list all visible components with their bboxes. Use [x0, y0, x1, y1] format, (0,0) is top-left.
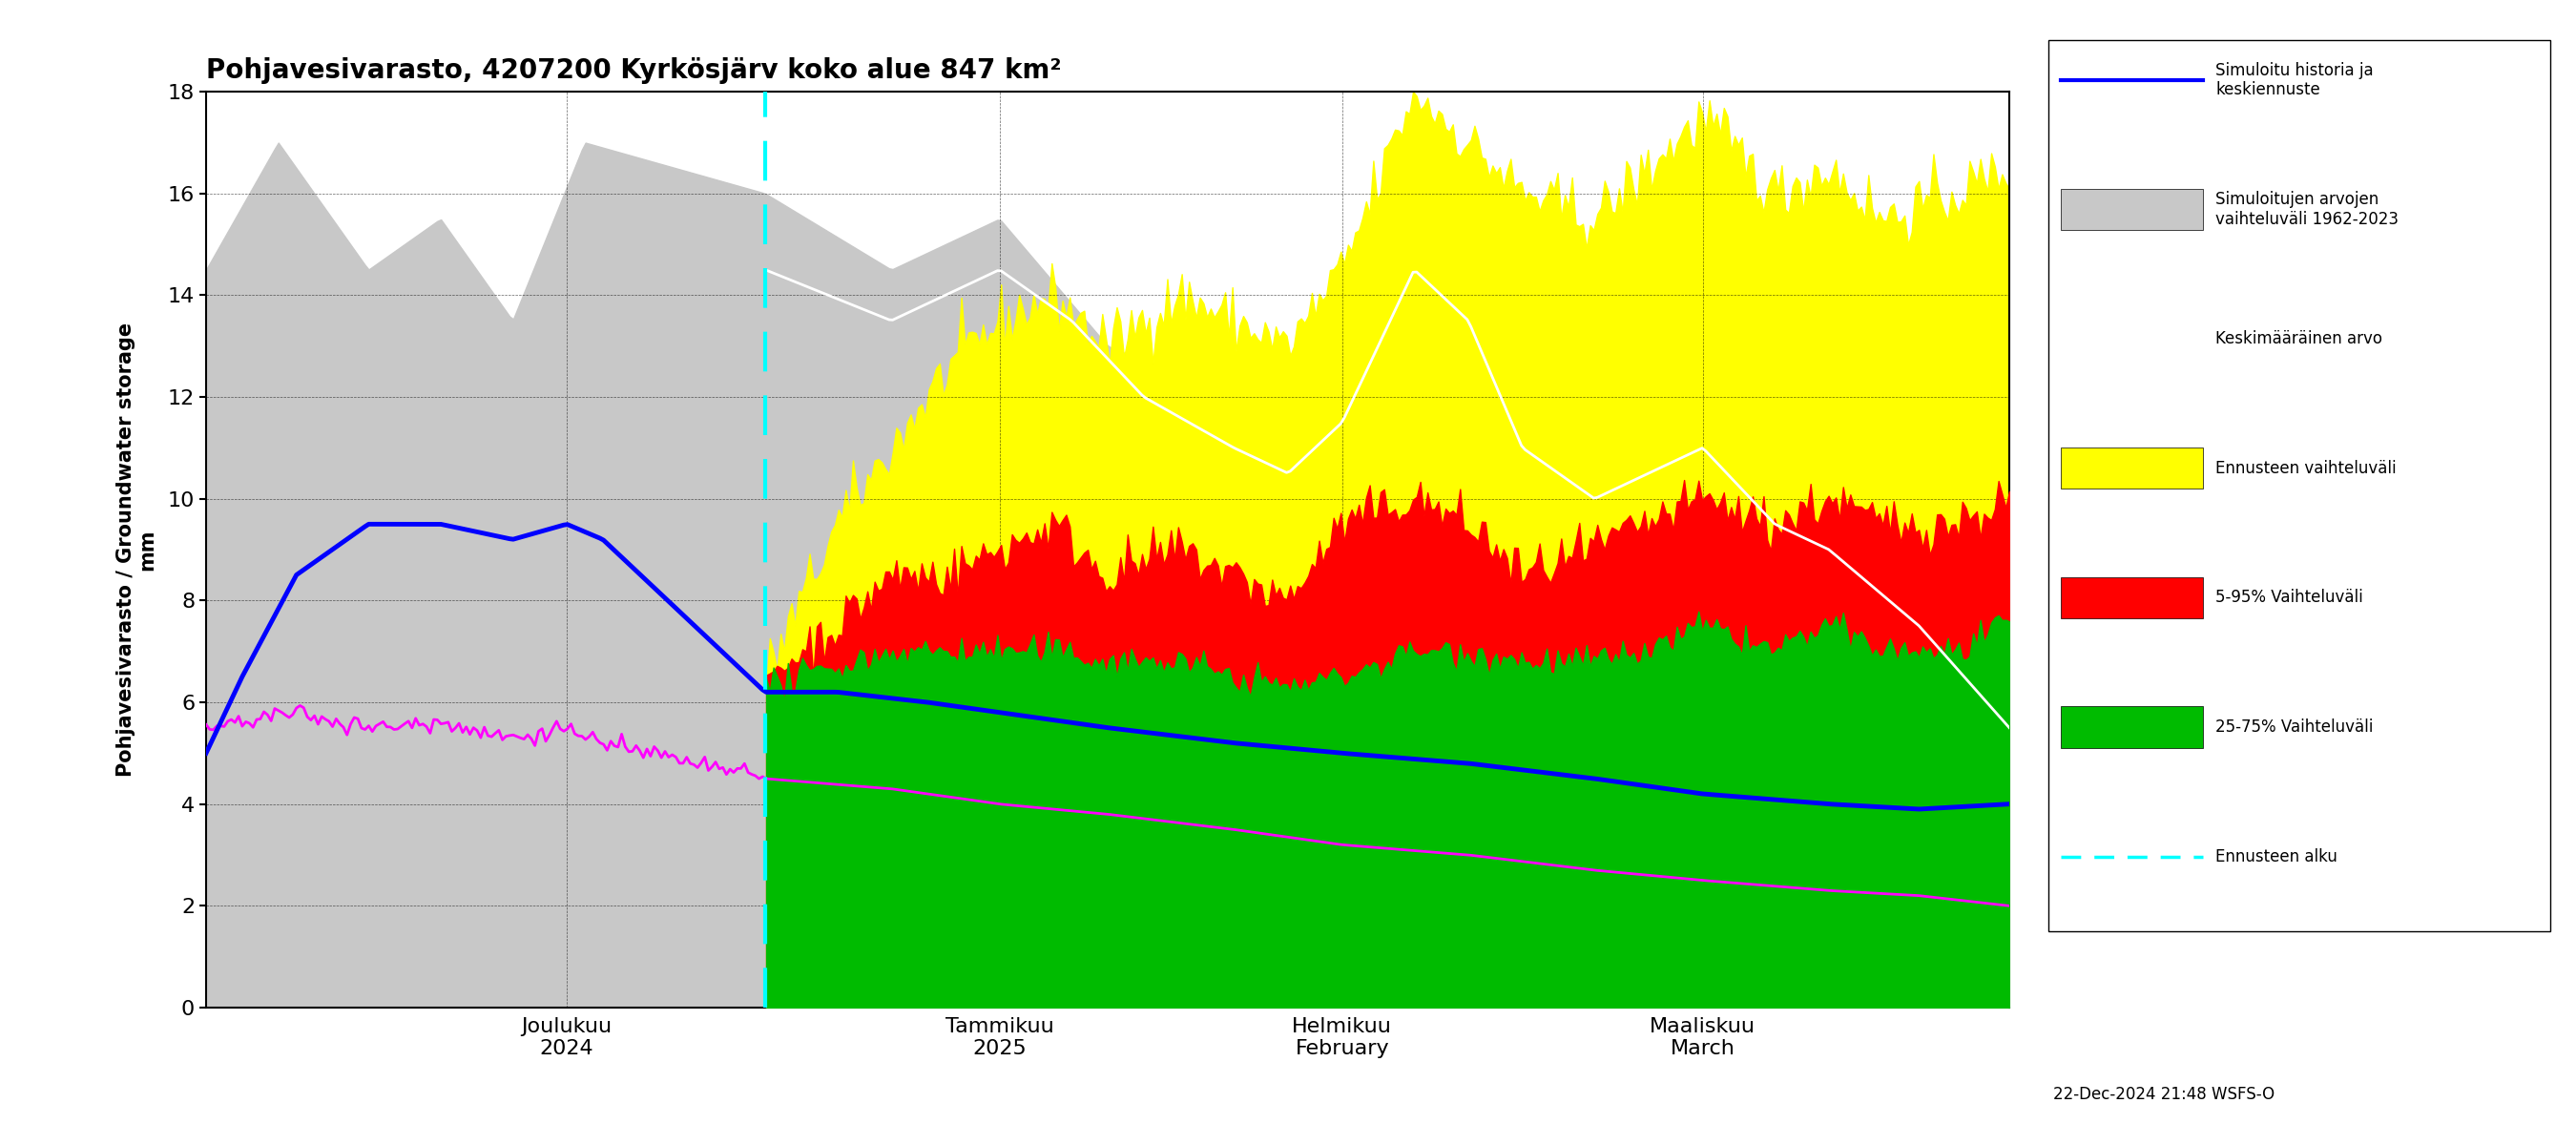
Text: 25-75% Vaihteluväli: 25-75% Vaihteluväli: [2215, 719, 2372, 735]
Text: 22-Dec-2024 21:48 WSFS-O: 22-Dec-2024 21:48 WSFS-O: [2053, 1085, 2275, 1103]
Text: Simuloitujen arvojen
vaihteluväli 1962-2023: Simuloitujen arvojen vaihteluväli 1962-2…: [2215, 191, 2398, 228]
Text: Simuloitu historia ja
keskiennuste: Simuloitu historia ja keskiennuste: [2215, 62, 2372, 98]
Text: Ennusteen vaihteluväli: Ennusteen vaihteluväli: [2215, 459, 2396, 476]
Y-axis label: Pohjavesivarasto / Groundwater storage
mm: Pohjavesivarasto / Groundwater storage m…: [116, 323, 157, 776]
Text: 5-95% Vaihteluväli: 5-95% Vaihteluväli: [2215, 589, 2362, 607]
Text: Pohjavesivarasto, 4207200 Kyrkösjärv koko alue 847 km²: Pohjavesivarasto, 4207200 Kyrkösjärv kok…: [206, 57, 1061, 84]
Text: Keskimääräinen arvo: Keskimääräinen arvo: [2215, 330, 2383, 347]
Text: Ennusteen alku: Ennusteen alku: [2215, 847, 2336, 866]
